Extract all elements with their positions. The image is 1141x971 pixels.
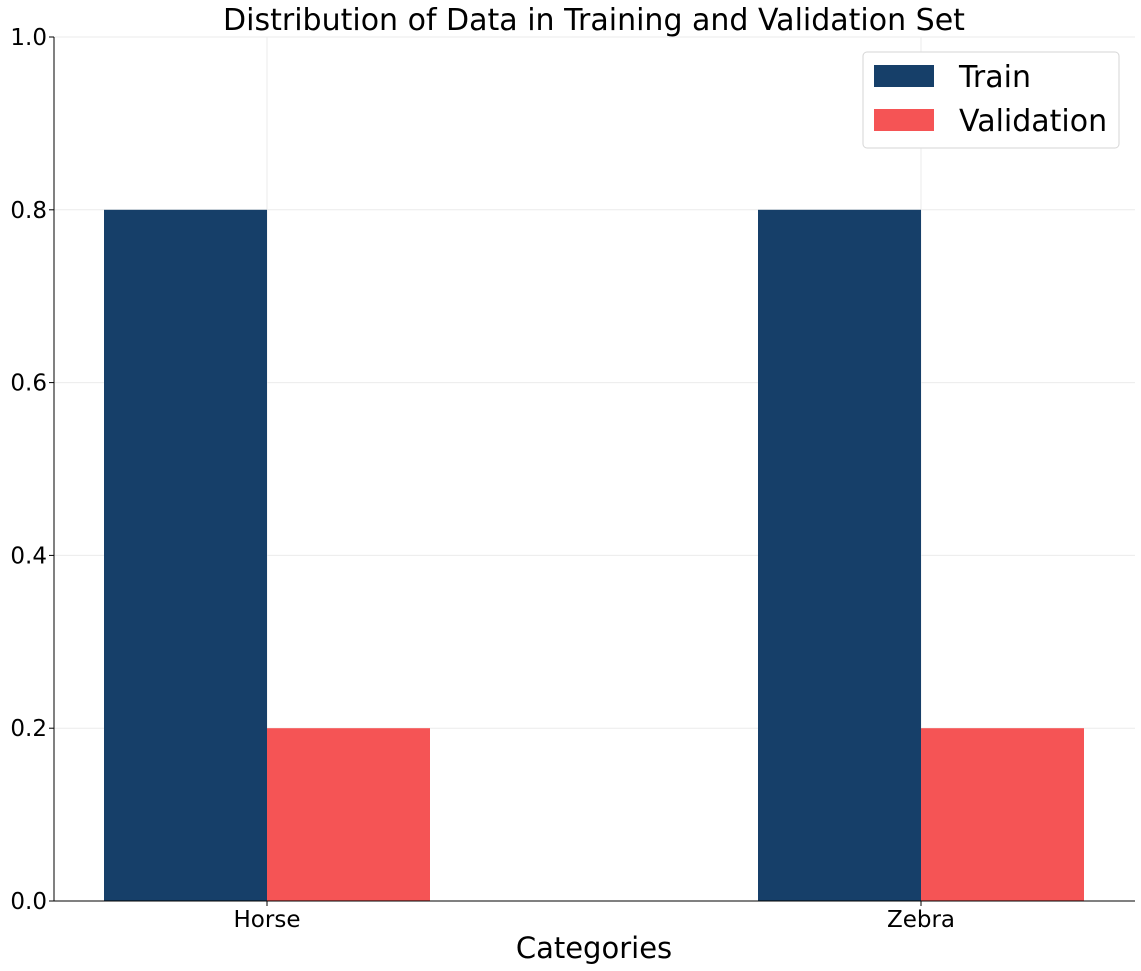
legend-swatch-validation <box>874 109 934 131</box>
bar-validation-horse <box>267 728 430 901</box>
x-tick-label: Zebra <box>887 907 955 933</box>
ticks: 0.0 0.2 0.4 0.6 0.8 1.0 Horse Zebra <box>10 25 955 933</box>
bars <box>104 209 1084 902</box>
legend-label-validation: Validation <box>959 104 1107 139</box>
legend: Train Validation <box>862 51 1120 149</box>
legend-swatch-train <box>874 65 934 87</box>
bar-train-zebra <box>758 209 921 902</box>
bar-validation-zebra <box>921 728 1084 901</box>
legend-label-train: Train <box>958 60 1031 95</box>
axes <box>53 37 1135 902</box>
y-tick-label: 1.0 <box>10 25 47 51</box>
chart-title: Distribution of Data in Training and Val… <box>223 3 965 38</box>
y-tick-label: 0.8 <box>10 198 47 224</box>
y-tick-label: 0.4 <box>10 543 47 569</box>
bar-train-horse <box>104 209 267 902</box>
y-tick-label: 0.6 <box>10 371 47 397</box>
x-axis-label: Categories <box>516 931 672 965</box>
x-tick-label: Horse <box>234 907 301 933</box>
y-tick-label: 0.2 <box>10 716 47 742</box>
y-tick-label: 0.0 <box>10 889 47 915</box>
